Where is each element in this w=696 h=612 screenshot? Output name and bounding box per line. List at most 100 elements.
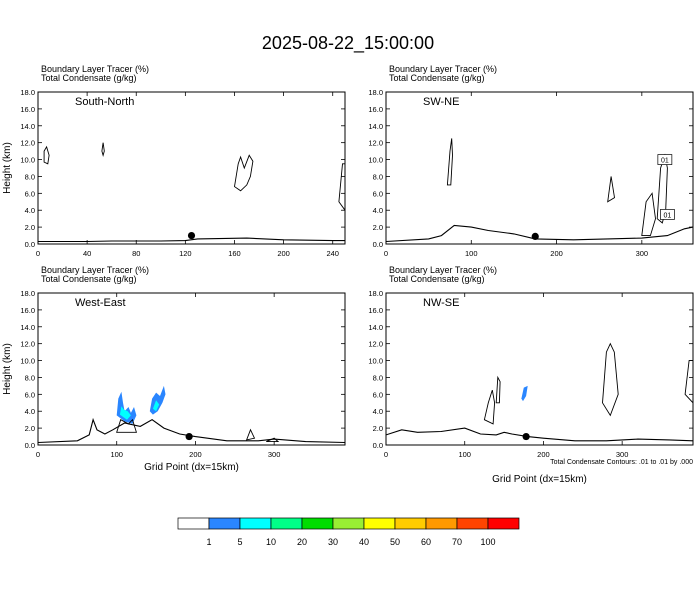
colorbar-label: 1 <box>206 537 211 547</box>
y-tick-label: 8.0 <box>25 172 35 181</box>
y-tick-label: 18.0 <box>368 289 383 298</box>
panel-sw-ne: Boundary Layer Tracer (%)Total Condensat… <box>368 64 694 258</box>
x-axis-label: Grid Point (dx=15km) <box>144 462 239 473</box>
contour-line <box>43 145 50 165</box>
colorbar-label: 5 <box>237 537 242 547</box>
panel-heading-1: Boundary Layer Tracer (%) <box>389 64 497 74</box>
y-tick-label: 6.0 <box>373 189 383 198</box>
contour-line <box>607 176 615 203</box>
location-marker <box>531 232 539 240</box>
x-tick-label: 80 <box>132 249 140 258</box>
x-tick-label: 240 <box>326 249 339 258</box>
location-marker <box>522 432 530 441</box>
shaded-region <box>149 385 166 415</box>
panel-label: NW-SE <box>423 297 459 309</box>
y-tick-label: 6.0 <box>25 390 35 399</box>
panel-heading-1: Boundary Layer Tracer (%) <box>389 265 497 275</box>
y-tick-label: 2.0 <box>373 223 383 232</box>
y-tick-label: 16.0 <box>368 306 383 315</box>
x-tick-label: 0 <box>384 249 388 258</box>
contour-line <box>234 154 254 192</box>
plot-frame <box>385 91 694 245</box>
y-tick-label: 16.0 <box>20 306 35 315</box>
x-tick-label: 300 <box>616 450 629 459</box>
y-tick-label: 10.0 <box>20 156 35 165</box>
shaded-region <box>521 385 528 402</box>
panel-nw-se: Boundary Layer Tracer (%)Total Condensat… <box>368 265 694 485</box>
plot-area <box>386 342 693 442</box>
shaded-region <box>119 406 131 420</box>
colorbar-label: 10 <box>266 537 276 547</box>
colorbar-label: 30 <box>328 537 338 547</box>
x-tick-label: 200 <box>537 450 550 459</box>
y-tick-label: 12.0 <box>20 340 35 349</box>
panel-heading-2: Total Condensate (g/kg) <box>41 73 137 83</box>
y-tick-label: 10.0 <box>368 156 383 165</box>
y-tick-label: 8.0 <box>373 373 383 382</box>
plot-frame <box>37 91 346 245</box>
contour-line <box>641 192 656 237</box>
y-tick-label: 14.0 <box>20 323 35 332</box>
colorbar-swatch <box>487 517 520 530</box>
y-tick-label: 2.0 <box>25 223 35 232</box>
x-tick-label: 100 <box>110 450 123 459</box>
x-tick-label: 200 <box>277 249 290 258</box>
colorbar-label: 50 <box>390 537 400 547</box>
x-tick-label: 120 <box>179 249 192 258</box>
y-tick-label: 0.0 <box>25 240 35 249</box>
colorbar: 1 5 10 20 30 40 50 60 70 100 <box>177 517 520 547</box>
plot-frame <box>385 292 694 446</box>
y-tick-label: 10.0 <box>368 357 383 366</box>
y-tick-label: 6.0 <box>25 189 35 198</box>
x-tick-label: 0 <box>36 450 40 459</box>
panel-south-north: Boundary Layer Tracer (%)Total Condensat… <box>2 64 346 258</box>
contour-line <box>684 360 693 404</box>
colorbar-swatch <box>394 517 427 530</box>
y-tick-label: 0.0 <box>25 441 35 450</box>
x-tick-label: 300 <box>268 450 281 459</box>
x-tick-label: 200 <box>189 450 202 459</box>
panel-label: South-North <box>75 96 134 108</box>
terrain-line <box>386 224 693 243</box>
terrain-line <box>38 237 345 243</box>
contour-line <box>338 163 345 211</box>
panel-label: West-East <box>75 297 126 309</box>
x-tick-label: 0 <box>36 249 40 258</box>
panel-heading-1: Boundary Layer Tracer (%) <box>41 64 149 74</box>
y-tick-label: 2.0 <box>373 424 383 433</box>
y-tick-label: 18.0 <box>20 289 35 298</box>
y-tick-label: 6.0 <box>373 390 383 399</box>
y-tick-label: 12.0 <box>368 139 383 148</box>
panel-heading-2: Total Condensate (g/kg) <box>389 274 485 284</box>
y-tick-label: 8.0 <box>25 373 35 382</box>
colorbar-swatch <box>363 517 396 530</box>
location-marker <box>187 231 196 240</box>
y-tick-label: 4.0 <box>25 407 35 416</box>
x-tick-label: 0 <box>384 450 388 459</box>
panel-label: SW-NE <box>423 96 459 108</box>
colorbar-swatch <box>270 517 303 530</box>
terrain-line <box>386 427 693 442</box>
contour-line <box>245 428 256 441</box>
contour-line <box>602 342 619 417</box>
y-tick-label: 4.0 <box>373 407 383 416</box>
x-tick-label: 100 <box>465 249 478 258</box>
y-tick-label: 14.0 <box>368 323 383 332</box>
colorbar-swatch <box>456 517 489 530</box>
y-tick-label: 14.0 <box>20 122 35 131</box>
y-tick-label: 12.0 <box>20 139 35 148</box>
colorbar-swatch <box>332 517 365 530</box>
y-tick-label: 16.0 <box>20 105 35 114</box>
plot-area: 01 01 <box>386 138 693 243</box>
shaded-region <box>116 391 137 424</box>
shaded-region <box>152 400 160 412</box>
y-tick-label: 4.0 <box>25 206 35 215</box>
x-tick-label: 100 <box>458 450 471 459</box>
x-tick-label: 300 <box>636 249 649 258</box>
plot-frame <box>37 292 346 446</box>
y-tick-label: 14.0 <box>368 122 383 131</box>
colorbar-label: 40 <box>359 537 369 547</box>
colorbar-swatch <box>177 517 210 530</box>
contour-label-box <box>657 154 673 165</box>
